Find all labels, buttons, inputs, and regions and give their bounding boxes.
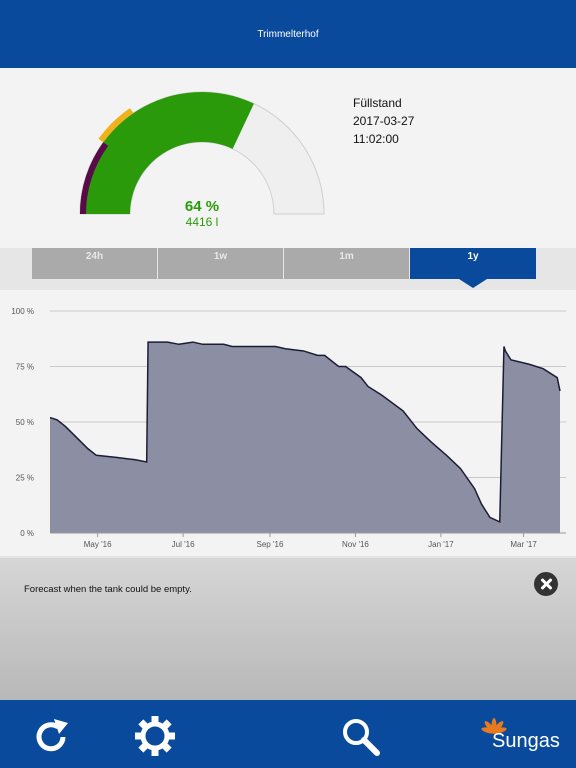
y-tick-label: 50 %	[16, 418, 34, 427]
tab-1w[interactable]: 1w	[158, 248, 283, 279]
gauge-critical-band	[80, 142, 109, 214]
gauge-percent: 64 %	[184, 198, 220, 215]
y-tick-label: 75 %	[16, 363, 34, 372]
tab-24h[interactable]: 24h	[32, 248, 157, 279]
tab-1y[interactable]: 1y	[410, 248, 536, 288]
gauge-fill-arc	[80, 92, 254, 214]
bottom-toolbar: Sungas	[0, 700, 576, 768]
reading-date: 2017-03-27	[353, 114, 415, 128]
reading-time: 11:02:00	[353, 132, 399, 146]
x-tick-label: Jul '16	[172, 540, 195, 549]
gauge-panel: 64 % 4416 l Füllstand 2017-03-27 11:02:0…	[0, 68, 576, 248]
fill-info: Füllstand 2017-03-27 11:02:00	[353, 94, 414, 148]
x-tick-label: Mar '17	[510, 540, 537, 549]
x-tick-label: May '16	[84, 540, 112, 549]
search-icon[interactable]	[340, 716, 382, 758]
x-tick-label: Nov '16	[342, 540, 369, 549]
y-tick-label: 25 %	[16, 474, 34, 483]
forecast-panel: Forecast when the tank could be empty.	[0, 558, 576, 700]
chart-line	[49, 341, 561, 524]
close-forecast-button[interactable]	[534, 572, 558, 596]
gear-icon[interactable]	[134, 715, 176, 757]
chart-area	[50, 342, 560, 533]
page-title: Trimmelterhof	[257, 28, 319, 40]
fill-level-chart: 100 % 75 % 50 % 25 % 0 % May '16 Jul '16 Sep '1…	[11, 307, 566, 549]
chart-panel: 100 % 75 % 50 % 25 % 0 % May '16 Jul '16 Sep '1…	[0, 290, 576, 556]
period-tabs: 24h 1w 1m 1y	[32, 248, 536, 288]
gauge-liters: 4416 l	[185, 215, 219, 229]
forecast-text: Forecast when the tank could be empty.	[24, 584, 192, 595]
fill-level-label: Füllstand	[353, 96, 402, 110]
fill-level-gauge	[79, 91, 325, 215]
sungas-logo: Sungas	[492, 730, 560, 752]
refresh-icon[interactable]	[32, 716, 72, 756]
y-tick-label: 0 %	[20, 529, 34, 538]
gauge-warning-band	[98, 108, 134, 143]
x-tick-label: Jan '17	[428, 540, 454, 549]
sungas-logo-icon	[481, 718, 507, 734]
y-tick-label: 100 %	[11, 307, 34, 316]
x-tick-label: Sep '16	[257, 540, 284, 549]
app-header: Trimmelterhof	[0, 0, 576, 68]
tab-1m[interactable]: 1m	[284, 248, 409, 279]
